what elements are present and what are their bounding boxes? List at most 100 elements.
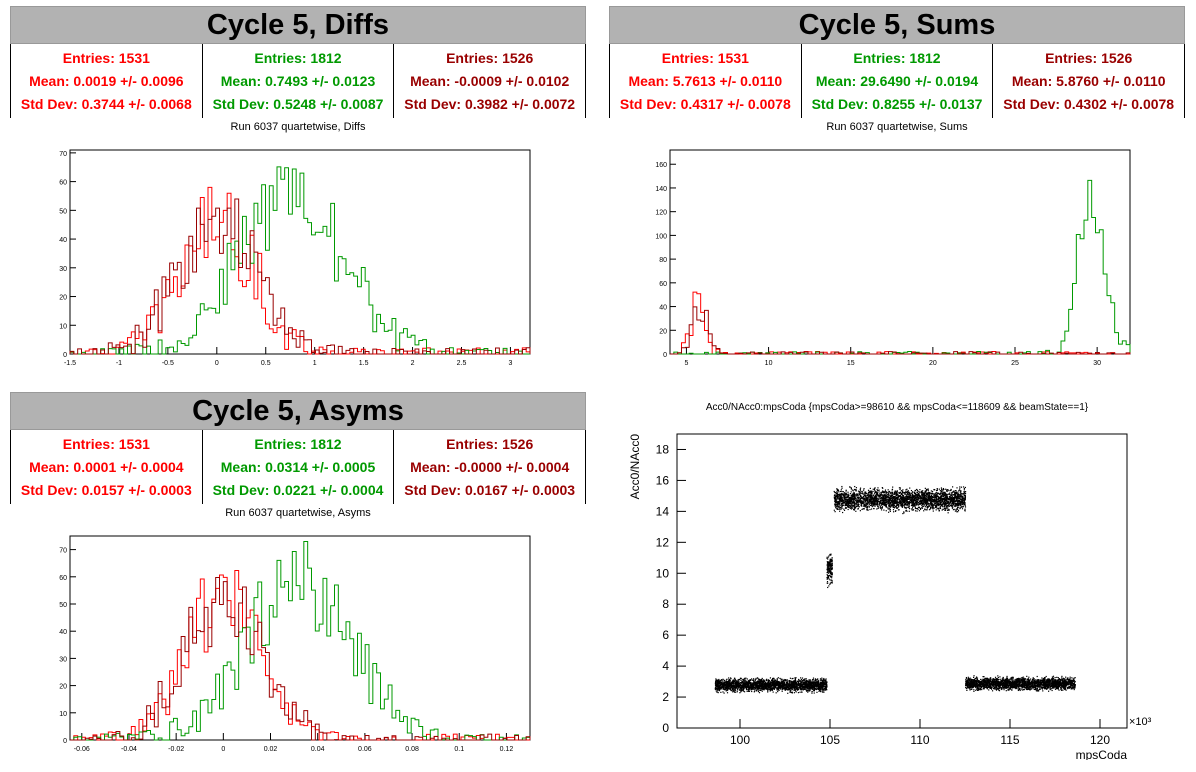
stat-entries: Entries: 1526	[446, 435, 534, 452]
scatter-point	[719, 684, 721, 686]
scatter-point	[768, 685, 770, 687]
scatter-point	[811, 686, 813, 688]
scatter-point	[908, 500, 910, 503]
scatter-point	[848, 502, 850, 505]
scatter-point	[812, 687, 814, 689]
scatter-point	[906, 499, 908, 501]
scatter-point	[847, 491, 849, 493]
scatter-point	[768, 680, 770, 682]
scatter-point	[945, 488, 947, 490]
scatter-point	[925, 491, 927, 493]
scatter-point	[860, 495, 862, 497]
scatter-point	[931, 504, 933, 506]
scatter-point	[739, 684, 742, 686]
scatter-point	[830, 571, 832, 573]
scatter-point	[726, 685, 729, 687]
scatter-point	[757, 682, 759, 684]
scatter-point	[719, 681, 721, 683]
scatter-point	[784, 682, 786, 685]
scatter-point	[771, 685, 773, 687]
scatter-point	[786, 688, 788, 690]
scatter-point	[742, 686, 744, 688]
scatter-point	[847, 508, 849, 511]
scatter-point	[764, 688, 766, 690]
scatter-point	[782, 688, 784, 690]
scatter-point	[907, 498, 909, 500]
scatter-point	[818, 683, 821, 685]
scatter-point	[795, 690, 797, 692]
scatter-point	[899, 488, 901, 491]
scatter-point	[793, 684, 795, 687]
scatter-point	[924, 491, 926, 493]
scatter-point	[946, 489, 948, 491]
scatter-point	[716, 688, 718, 690]
scatter-point	[893, 492, 896, 494]
scatter-point	[760, 680, 763, 682]
scatter-point	[845, 494, 847, 496]
scatter-point	[845, 498, 847, 500]
scatter-point	[840, 489, 842, 491]
scatter-point	[805, 682, 807, 684]
scatter-point	[795, 681, 797, 683]
scatter-point	[849, 505, 851, 507]
scatter-point	[934, 503, 936, 505]
scatter-point	[781, 687, 783, 689]
scatter-point	[865, 499, 867, 501]
scatter-point	[944, 495, 946, 497]
scatter-point	[740, 684, 742, 686]
scatter-point	[805, 683, 807, 685]
scatter-point	[721, 686, 723, 688]
scatter-point	[749, 680, 751, 682]
scatter-point	[850, 497, 852, 500]
scatter-point	[936, 494, 938, 496]
scatter-point	[925, 493, 928, 495]
scatter-point	[888, 504, 890, 506]
scatter-point	[919, 489, 921, 491]
scatter-point	[770, 688, 772, 690]
scatter-point	[958, 494, 960, 496]
scatter-point	[742, 683, 745, 685]
scatter-point	[839, 500, 841, 502]
scatter-point	[902, 491, 904, 493]
scatter-point	[925, 501, 927, 503]
scatter-point	[794, 679, 796, 681]
scatter-point	[868, 494, 870, 496]
scatter-point	[808, 683, 810, 685]
scatter-point	[757, 685, 759, 687]
scatter-point	[722, 686, 724, 688]
scatter-point	[716, 683, 718, 685]
scatter-point	[818, 680, 820, 682]
scatter-point	[728, 683, 730, 685]
scatter-point	[827, 586, 829, 589]
scatter-point	[811, 685, 814, 687]
scatter-point	[903, 512, 905, 514]
scatter-point	[793, 685, 795, 687]
scatter-point	[747, 687, 749, 689]
scatter-point	[838, 508, 840, 510]
scatter-point	[830, 579, 833, 581]
scatter-point	[822, 684, 825, 686]
scatter-point	[909, 507, 911, 510]
scatter-point	[923, 495, 925, 497]
scatter-point	[963, 489, 965, 491]
sums-stats-box: Entries: 1531 Mean: 5.7613 +/- 0.0110 St…	[609, 44, 1185, 118]
stat-mean: Mean: 0.0314 +/- 0.0005	[220, 458, 376, 475]
scatter-point	[806, 684, 809, 686]
scatter-point	[720, 679, 723, 681]
scatter-point	[781, 683, 783, 686]
scatter-point	[924, 502, 927, 504]
scatter-point	[742, 685, 744, 687]
x-tick-label: 110	[910, 733, 929, 747]
scatter-point	[911, 500, 913, 502]
y-tick-label: 12	[656, 535, 670, 549]
scatter-point	[721, 682, 723, 684]
scatter-point	[828, 574, 830, 577]
scatter-point	[935, 504, 937, 506]
scatter-point	[769, 684, 771, 686]
scatter-point	[957, 509, 960, 512]
scatter-point	[768, 686, 770, 689]
scatter-point	[834, 494, 836, 496]
scatter-point	[816, 684, 818, 687]
scatter-point	[928, 495, 930, 497]
scatter-point	[726, 680, 729, 683]
